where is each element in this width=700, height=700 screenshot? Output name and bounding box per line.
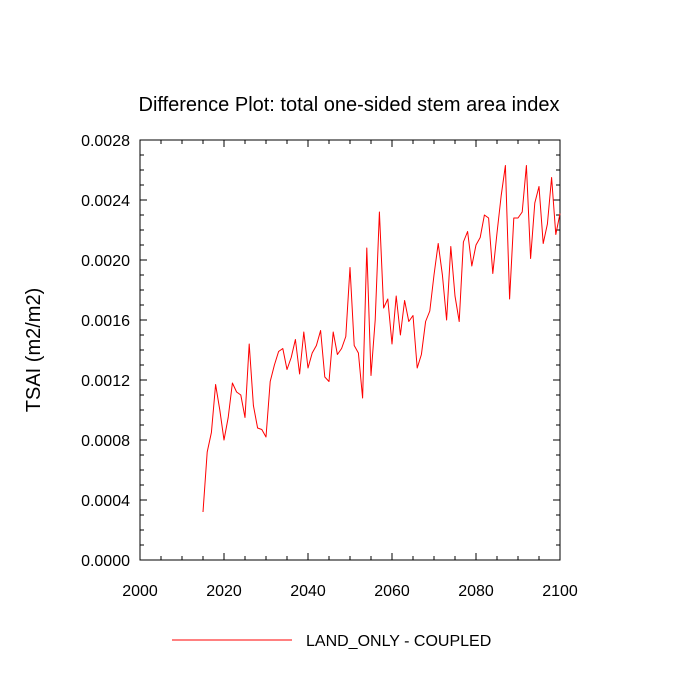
y-tick-label: 0.0020 (81, 253, 130, 270)
x-tick-label: 2000 (122, 583, 158, 600)
chart-title: Difference Plot: total one-sided stem ar… (139, 94, 560, 116)
x-tick-label: 2040 (290, 583, 326, 600)
y-tick-label: 0.0024 (81, 193, 130, 210)
y-tick-label: 0.0000 (81, 553, 130, 570)
y-tick-label: 0.0016 (81, 313, 130, 330)
y-axis-label: TSAI (m2/m2) (23, 288, 45, 412)
x-tick-label: 2060 (374, 583, 410, 600)
y-tick-label: 0.0008 (81, 433, 130, 450)
y-tick-label: 0.0004 (81, 493, 130, 510)
series-group (202, 165, 561, 513)
series-line (202, 165, 561, 513)
y-tick-label: 0.0028 (81, 133, 130, 150)
x-tick-label: 2080 (458, 583, 494, 600)
plot-frame (139, 139, 561, 561)
axis-ticks (139, 139, 561, 561)
axis-tick-labels: 2000 2020 2040 2060 2080 2100 0.0000 0.0004 0.00… (81, 133, 578, 600)
legend-label: LAND_ONLY - COUPLED (306, 633, 491, 650)
x-tick-label: 2100 (542, 583, 578, 600)
y-tick-label: 0.0012 (81, 373, 130, 390)
legend: LAND_ONLY - COUPLED (172, 633, 491, 650)
x-tick-label: 2020 (206, 583, 242, 600)
